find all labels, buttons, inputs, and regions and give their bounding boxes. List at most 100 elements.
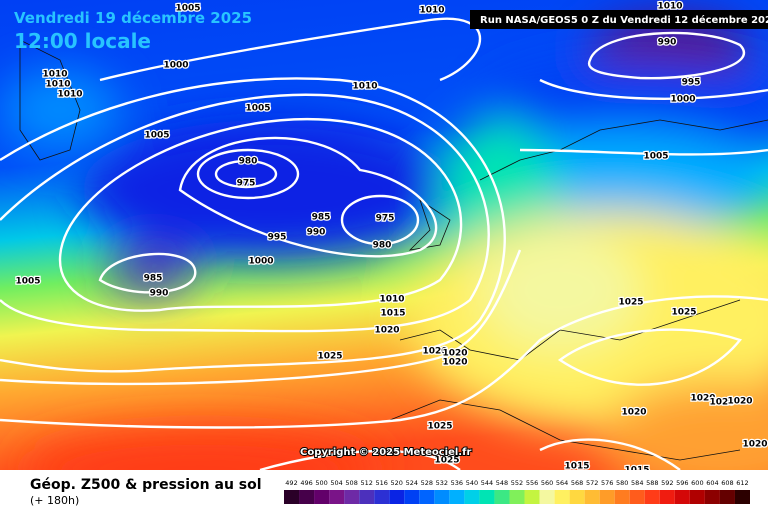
scale-label: 596 — [676, 479, 688, 487]
scale-label: 576 — [601, 479, 613, 487]
scale-label: 564 — [556, 479, 568, 487]
scale-swatch — [734, 490, 750, 504]
isobar-label: 1025 — [671, 308, 696, 318]
isobar-label: 1020 — [442, 358, 467, 368]
scale-label: 572 — [586, 479, 598, 487]
isobar-label: 1000 — [248, 257, 273, 267]
scale-swatch — [704, 490, 720, 504]
scale-swatch — [464, 490, 480, 504]
scale-label: 600 — [691, 479, 703, 487]
scale-swatch — [569, 490, 585, 504]
scale-swatch — [674, 490, 690, 504]
scale-label: 604 — [706, 479, 718, 487]
isobar-labels: 1005 1010 10109909951000100010101010101010… — [14, 0, 768, 477]
scale-label: 544 — [481, 479, 493, 487]
isobar-label: 1005 — [15, 277, 40, 287]
scale-label: 536 — [451, 479, 463, 487]
isobar-label: 1005 — [643, 152, 668, 162]
isobar-label: 1000 — [670, 95, 695, 105]
scale-swatch — [359, 490, 375, 504]
isobar-label: 980 — [373, 241, 392, 251]
isobar-label: 1005 — [175, 4, 200, 14]
scale-swatch — [629, 490, 645, 504]
coastlines — [19, 39, 768, 461]
scale-swatch — [404, 490, 420, 504]
scale-label: 548 — [496, 479, 508, 487]
isobar-label: 1010 — [379, 295, 404, 305]
scale-label: 540 — [466, 479, 478, 487]
date: Vendredi 19 décembre 2025 — [14, 9, 252, 27]
scale-swatch — [449, 490, 465, 504]
isobar-label: 1010 — [419, 6, 444, 16]
isobar-label: 980 — [239, 157, 258, 167]
scale-swatch — [344, 490, 360, 504]
isobar-label: 975 — [376, 214, 395, 224]
scale-swatch — [494, 490, 510, 504]
scale-swatch — [299, 490, 315, 504]
isobar-label: 985 — [312, 213, 331, 223]
scale-label: 560 — [541, 479, 553, 487]
scale-swatch — [524, 490, 540, 504]
isobar-label: 1010 — [657, 2, 682, 12]
scale-swatch — [329, 490, 345, 504]
isobar-label: 1020 — [442, 349, 467, 359]
scale-label: 588 — [646, 479, 658, 487]
footer-title: Géop. Z500 & pression au sol — [30, 477, 262, 493]
isobar-label: 1010 — [45, 80, 70, 90]
isobar-label: 1010 — [352, 82, 377, 92]
scale-swatch — [614, 490, 630, 504]
isobar-label: 1020 — [422, 347, 447, 357]
isobar-label: 1015 — [564, 462, 589, 472]
isobar-label: 1015 — [380, 309, 405, 319]
isobar-label: 990 — [658, 38, 677, 48]
scale-label: 492 — [285, 479, 297, 487]
scale-label: 592 — [661, 479, 673, 487]
isobar-label: 1020 — [727, 397, 752, 407]
scale-label: 556 — [526, 479, 538, 487]
run-info: Run NASA/GEOS5 0 Z du Vendredi 12 décemb… — [480, 14, 768, 26]
isobar-label: 1025 — [427, 422, 452, 432]
scale-swatch — [479, 490, 495, 504]
scale-swatch — [434, 490, 450, 504]
isobar-label: 1020 — [690, 394, 715, 404]
isobars — [0, 17, 768, 472]
copyright: Copyright © 2025 Meteociel.fr — [300, 447, 471, 458]
scale-label: 508 — [345, 479, 357, 487]
scale-swatch — [389, 490, 405, 504]
run-box — [470, 10, 768, 29]
scale-label: 612 — [736, 479, 748, 487]
scale-swatch — [314, 490, 330, 504]
isobar-label: 995 — [682, 78, 701, 88]
isobar-label: 990 — [307, 228, 326, 238]
isobar-label: 1020 — [374, 326, 399, 336]
scale-label: 520 — [391, 479, 403, 487]
scale-swatch — [689, 490, 705, 504]
scale-label: 568 — [571, 479, 583, 487]
scale-swatch — [584, 490, 600, 504]
isobar-label: 1000 — [163, 61, 188, 71]
isobar-label: 1010 — [42, 70, 67, 80]
scale-swatch — [554, 490, 570, 504]
isobar-label: 1005 — [245, 104, 270, 114]
scale-swatch — [374, 490, 390, 504]
scale-label: 504 — [330, 479, 342, 487]
scale-label: 512 — [360, 479, 372, 487]
isobar-label: 1025 — [434, 456, 459, 466]
time: 12:00 locale — [14, 29, 151, 53]
scale-label: 500 — [315, 479, 327, 487]
scale-label: 516 — [375, 479, 387, 487]
isobar-label: 1020 — [742, 440, 767, 450]
footer-subtitle: (+ 180h) — [30, 494, 79, 507]
scale-label: 496 — [300, 479, 312, 487]
scale-label: 552 — [511, 479, 523, 487]
scale-label: 584 — [631, 479, 643, 487]
isobar-label: 975 — [237, 179, 256, 189]
scale-swatch — [509, 490, 525, 504]
isobar-label: 1010 — [57, 90, 82, 100]
scale-swatch — [644, 490, 660, 504]
scale-label: 580 — [616, 479, 628, 487]
scale-label: 608 — [721, 479, 733, 487]
scale-label: 528 — [421, 479, 433, 487]
isobar-label: 1005 — [144, 131, 169, 141]
